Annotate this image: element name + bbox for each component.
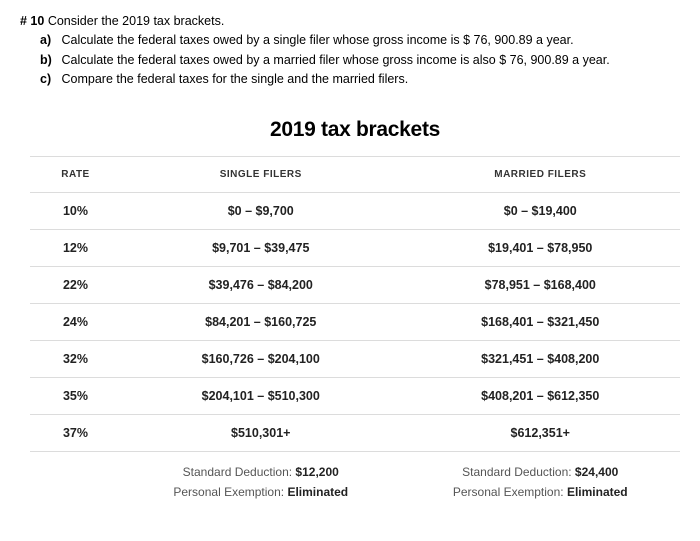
- cell-single: $84,201 – $160,725: [121, 303, 401, 340]
- cell-single: $160,726 – $204,100: [121, 340, 401, 377]
- sd-label: Standard Deduction:: [183, 465, 296, 479]
- cell-rate: 35%: [30, 377, 121, 414]
- cell-rate: 12%: [30, 229, 121, 266]
- tax-brackets-chart: 2019 tax brackets RATE SINGLE FILERS MAR…: [30, 104, 680, 513]
- table-footer-row: Standard Deduction: $12,200 Personal Exe…: [30, 451, 680, 512]
- part-letter: c): [40, 70, 58, 89]
- footer-married: Standard Deduction: $24,400 Personal Exe…: [401, 451, 681, 512]
- footer-single: Standard Deduction: $12,200 Personal Exe…: [121, 451, 401, 512]
- cell-single: $9,701 – $39,475: [121, 229, 401, 266]
- cell-married: $19,401 – $78,950: [401, 229, 681, 266]
- cell-married: $321,451 – $408,200: [401, 340, 681, 377]
- col-header-rate: RATE: [30, 156, 121, 192]
- part-letter: b): [40, 51, 58, 70]
- part-letter: a): [40, 31, 58, 50]
- table-row: 24%$84,201 – $160,725$168,401 – $321,450: [30, 303, 680, 340]
- chart-title: 2019 tax brackets: [30, 104, 680, 156]
- table-body: 10%$0 – $9,700$0 – $19,40012%$9,701 – $3…: [30, 192, 680, 451]
- cell-single: $0 – $9,700: [121, 192, 401, 229]
- cell-single: $510,301+: [121, 414, 401, 451]
- footer-empty: [30, 451, 121, 512]
- question-part-c: c) Compare the federal taxes for the sin…: [20, 70, 680, 89]
- cell-married: $78,951 – $168,400: [401, 266, 681, 303]
- cell-rate: 10%: [30, 192, 121, 229]
- col-header-married: MARRIED FILERS: [401, 156, 681, 192]
- question-prompt: # 10 Consider the 2019 tax brackets.: [20, 12, 680, 31]
- question-number: # 10: [20, 14, 44, 28]
- tax-table: RATE SINGLE FILERS MARRIED FILERS 10%$0 …: [30, 156, 680, 513]
- cell-single: $39,476 – $84,200: [121, 266, 401, 303]
- cell-single: $204,101 – $510,300: [121, 377, 401, 414]
- question-block: # 10 Consider the 2019 tax brackets. a) …: [0, 0, 700, 98]
- col-header-single: SINGLE FILERS: [121, 156, 401, 192]
- table-row: 37%$510,301+$612,351+: [30, 414, 680, 451]
- sd-value: $12,200: [295, 465, 338, 479]
- cell-married: $612,351+: [401, 414, 681, 451]
- question-part-a: a) Calculate the federal taxes owed by a…: [20, 31, 680, 50]
- cell-married: $0 – $19,400: [401, 192, 681, 229]
- cell-rate: 24%: [30, 303, 121, 340]
- sd-label: Standard Deduction:: [462, 465, 575, 479]
- table-row: 10%$0 – $9,700$0 – $19,400: [30, 192, 680, 229]
- cell-married: $168,401 – $321,450: [401, 303, 681, 340]
- part-text: Calculate the federal taxes owed by a ma…: [61, 53, 609, 67]
- pe-label: Personal Exemption:: [173, 485, 287, 499]
- question-part-b: b) Calculate the federal taxes owed by a…: [20, 51, 680, 70]
- part-text: Compare the federal taxes for the single…: [61, 72, 408, 86]
- table-row: 12%$9,701 – $39,475$19,401 – $78,950: [30, 229, 680, 266]
- table-row: 32%$160,726 – $204,100$321,451 – $408,20…: [30, 340, 680, 377]
- question-text: Consider the 2019 tax brackets.: [48, 14, 225, 28]
- cell-rate: 22%: [30, 266, 121, 303]
- pe-value: Eliminated: [567, 485, 628, 499]
- table-row: 22%$39,476 – $84,200$78,951 – $168,400: [30, 266, 680, 303]
- part-text: Calculate the federal taxes owed by a si…: [61, 33, 573, 47]
- table-header-row: RATE SINGLE FILERS MARRIED FILERS: [30, 156, 680, 192]
- pe-label: Personal Exemption:: [453, 485, 567, 499]
- cell-rate: 32%: [30, 340, 121, 377]
- table-row: 35%$204,101 – $510,300$408,201 – $612,35…: [30, 377, 680, 414]
- pe-value: Eliminated: [287, 485, 348, 499]
- cell-rate: 37%: [30, 414, 121, 451]
- sd-value: $24,400: [575, 465, 618, 479]
- cell-married: $408,201 – $612,350: [401, 377, 681, 414]
